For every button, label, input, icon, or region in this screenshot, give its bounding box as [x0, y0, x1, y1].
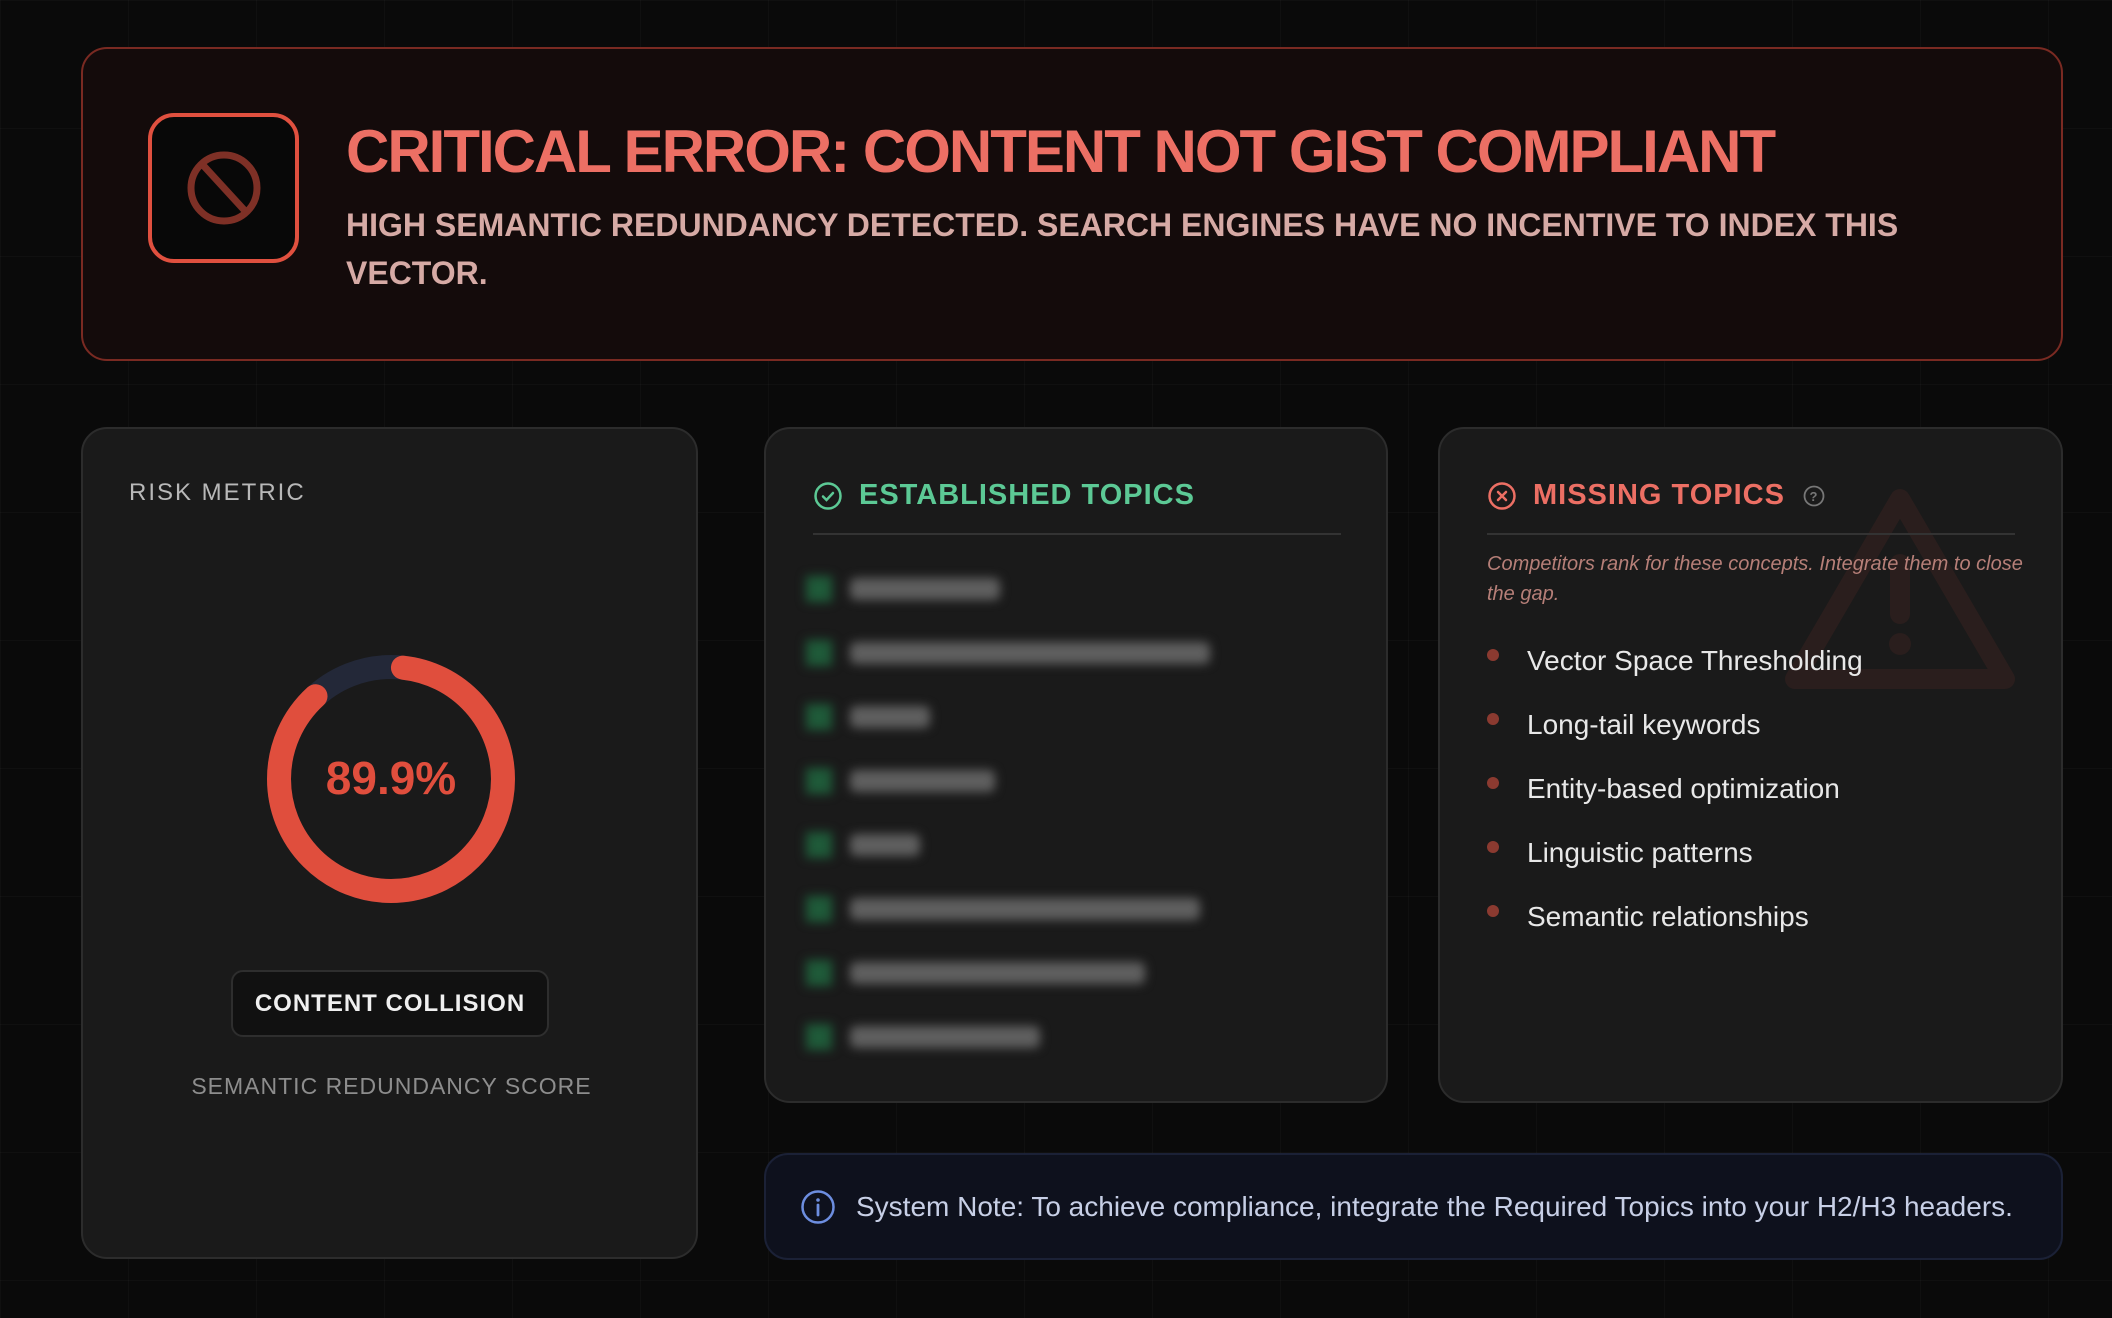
banner-subtitle: HIGH SEMANTIC REDUNDANCY DETECTED. SEARC… [346, 207, 1899, 291]
topic-bullet [806, 704, 832, 730]
redacted-topic-text [850, 898, 1200, 920]
missing-topic-label: Entity-based optimization [1527, 773, 1840, 804]
missing-topics-title: MISSING TOPICS [1533, 479, 1785, 511]
bullet-dot [1487, 713, 1499, 725]
bullet-dot [1487, 777, 1499, 789]
bullet-dot [1487, 841, 1499, 853]
missing-topic-item: Entity-based optimization [1487, 773, 1840, 805]
bullet-dot [1487, 905, 1499, 917]
info-icon [801, 1189, 835, 1224]
blurred-topic-item [806, 889, 1200, 929]
missing-topic-label: Semantic relationships [1527, 901, 1809, 932]
redacted-topic-text [850, 578, 1000, 600]
blurred-topic-item [806, 633, 1210, 673]
missing-topic-item: Semantic relationships [1487, 901, 1809, 933]
redacted-topic-text [850, 1026, 1040, 1048]
missing-topic-item: Vector Space Thresholding [1487, 645, 1863, 677]
prohibited-icon [148, 113, 299, 263]
content-collision-badge: CONTENT COLLISION [231, 970, 549, 1037]
missing-topic-label: Long-tail keywords [1527, 709, 1761, 740]
risk-metric-card: RISK METRIC 89.9% CONTENT COLLISION SEMA… [81, 427, 698, 1259]
topic-bullet [806, 896, 832, 922]
system-note: System Note: To achieve compliance, inte… [764, 1153, 2063, 1260]
topic-bullet [806, 1024, 832, 1050]
missing-topic-item: Linguistic patterns [1487, 837, 1753, 869]
risk-metric-label: RISK METRIC [129, 479, 306, 506]
missing-topics-description: Competitors rank for these concepts. Int… [1487, 553, 2023, 605]
blurred-topic-item [806, 825, 920, 865]
blurred-topic-item [806, 569, 1000, 609]
blurred-topic-item [806, 1017, 1040, 1057]
question-circle-icon[interactable]: ? [1803, 485, 1825, 507]
system-note-text: System Note: To achieve compliance, inte… [856, 1190, 2013, 1222]
missing-topic-item: Long-tail keywords [1487, 709, 1760, 741]
missing-topic-label: Linguistic patterns [1527, 837, 1753, 868]
redacted-topic-text [850, 962, 1145, 984]
redacted-topic-text [850, 770, 995, 792]
risk-gauge: 89.9% [267, 655, 515, 903]
established-topics-header: ESTABLISHED TOPICS [813, 479, 1195, 512]
missing-topics-header: MISSING TOPICS ? [1487, 479, 1825, 512]
svg-text:?: ? [1809, 489, 1818, 504]
check-circle-icon [814, 481, 842, 510]
divider [813, 533, 1341, 535]
blurred-topic-item [806, 953, 1145, 993]
topic-bullet [806, 960, 832, 986]
gauge-value: 89.9% [326, 752, 456, 804]
established-topics-card: ESTABLISHED TOPICS [764, 427, 1388, 1103]
warning-triangle-icon [1785, 489, 2015, 689]
gauge-fill [267, 655, 515, 903]
redacted-topic-text [850, 706, 930, 728]
divider [1487, 533, 2015, 535]
topic-bullet [806, 576, 832, 602]
established-topics-title: ESTABLISHED TOPICS [859, 479, 1195, 511]
redacted-topic-text [850, 834, 920, 856]
redacted-topic-text [850, 642, 1210, 664]
risk-caption: SEMANTIC REDUNDANCY SCORE [191, 1073, 592, 1099]
critical-error-banner: CRITICAL ERROR: CONTENT NOT GIST COMPLIA… [81, 47, 2063, 361]
topic-bullet [806, 832, 832, 858]
topic-bullet [806, 640, 832, 666]
topic-bullet [806, 768, 832, 794]
banner-title: CRITICAL ERROR: CONTENT NOT GIST COMPLIA… [346, 118, 1776, 185]
blurred-topic-item [806, 697, 930, 737]
missing-topic-label: Vector Space Thresholding [1527, 645, 1863, 676]
blurred-topic-item [806, 761, 995, 801]
missing-topics-card: MISSING TOPICS ? Competitors rank for th… [1438, 427, 2063, 1103]
bullet-dot [1487, 649, 1499, 661]
x-circle-icon [1488, 481, 1516, 510]
